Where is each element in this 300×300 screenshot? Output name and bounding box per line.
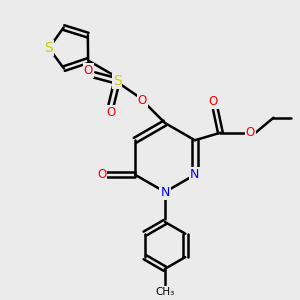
Text: O: O (246, 126, 255, 139)
Text: O: O (84, 64, 93, 77)
Text: S: S (112, 74, 122, 88)
Text: O: O (97, 168, 106, 181)
Text: N: N (190, 168, 200, 181)
Text: N: N (160, 185, 170, 199)
Text: O: O (106, 106, 116, 119)
Text: O: O (209, 95, 218, 108)
Text: S: S (44, 41, 53, 55)
Text: O: O (138, 94, 147, 107)
Text: CH₃: CH₃ (155, 287, 175, 297)
